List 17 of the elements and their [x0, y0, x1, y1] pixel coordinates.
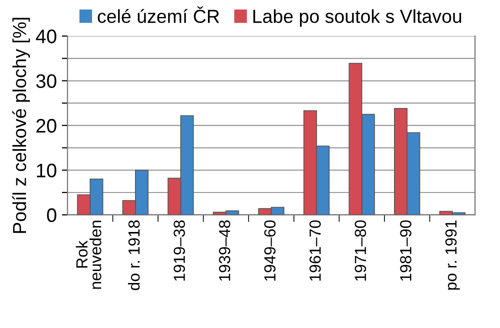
legend-label: celé území ČR — [98, 6, 220, 23]
x-tick-label: 1981–90 — [400, 220, 412, 281]
x-tick-label: po r. 1991 — [445, 220, 460, 290]
x-tick-label: 1919–38 — [174, 220, 185, 281]
y-tick-label: 0 — [47, 208, 56, 222]
x-tick-label: 1949–60 — [264, 220, 276, 281]
x-tick-label: 1971–80 — [354, 220, 366, 281]
y-tick-label: 40 — [36, 30, 56, 44]
x-tick-label: 1961–70 — [310, 220, 321, 281]
legend-label: Labe po soutok s Vltavou — [253, 9, 462, 27]
x-tick-label: Rok neuveden — [76, 220, 102, 289]
x-tick-label: do r. 1918 — [128, 220, 140, 290]
y-tick-label: 30 — [36, 74, 56, 88]
y-axis-title: Podíl z celkové plochy [%] — [12, 18, 30, 233]
y-tick-label: 20 — [36, 118, 56, 133]
y-tick-label: 10 — [36, 164, 56, 178]
x-tick-label: 1939–48 — [218, 220, 230, 281]
